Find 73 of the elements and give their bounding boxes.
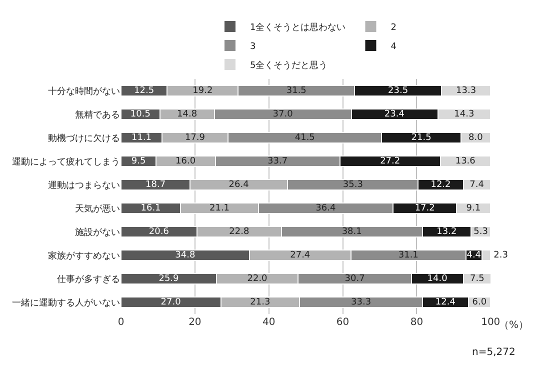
data-label: 25.9 [158,274,180,284]
data-label: 22.0 [247,274,268,284]
y-tick-label: 家族がすすめない [48,250,120,262]
y-tick-label: 仕事が多すぎる [57,274,120,285]
data-label: 27.2 [380,156,400,166]
data-label: 27.4 [290,250,310,260]
data-label: 19.2 [192,86,213,96]
data-label: 35.3 [342,180,363,190]
data-label: 34.8 [175,250,196,260]
data-label: 10.5 [130,109,150,120]
data-label: 13.3 [456,86,476,96]
x-tick-label: 0 [118,317,124,328]
data-label: 33.3 [351,297,372,308]
data-label: 4.4 [466,250,482,260]
legend-label: 2 [390,23,396,34]
data-label: 21.1 [209,203,230,214]
data-label: 6.0 [472,297,487,308]
x-axis-title: （%） [499,320,529,331]
data-label: 18.7 [146,180,166,190]
x-tick-label: 80 [410,317,424,328]
legend-label: 5全くそうだと思う [250,60,328,72]
data-label: 5.3 [474,226,488,237]
legend-label: 3 [250,42,256,52]
data-label: 16.1 [140,203,161,214]
data-label: 9.5 [131,156,146,166]
data-label: 31.5 [286,86,306,96]
data-label: 21.5 [411,132,432,143]
y-tick-label: 天気が悪い [75,203,120,214]
data-label: 31.1 [398,250,418,260]
text: n=5,272 [472,347,516,358]
y-tick-label: 運動はつまらない [48,180,120,191]
y-tick-label: 動機づけに欠ける [48,132,120,144]
data-label: 17.9 [184,132,206,143]
data-label: 14.8 [177,109,198,120]
y-tick-label: 十分な時間がない [48,86,120,97]
data-label: 30.7 [344,274,365,284]
data-label: 20.6 [148,226,170,237]
data-label: 22.8 [229,226,250,237]
data-label: 23.5 [388,86,408,96]
legend-label: 4 [390,42,397,52]
data-label: 12.4 [435,297,456,308]
y-tick-label: 無精である [75,109,120,120]
data-label: 38.1 [342,226,362,237]
data-label: 37.0 [272,109,294,120]
x-tick-label: 20 [188,317,202,328]
data-label: 23.4 [384,109,405,120]
x-tick-label: 40 [262,317,276,328]
data-label: 33.7 [268,156,288,166]
y-tick-label: 一緒に運動する人がいない [12,297,120,308]
data-label: 16.0 [176,156,196,166]
data-label: 27.0 [160,297,182,308]
data-label: 14.0 [427,274,448,284]
data-label: 17.2 [414,203,435,214]
y-tick-label: 運動によって疲れてしまう [12,156,120,168]
data-label: 41.5 [294,132,315,143]
data-label: 9.1 [466,203,481,214]
data-label: 13.2 [436,226,457,237]
data-label: 7.4 [470,180,484,190]
data-label: 26.4 [228,180,250,190]
data-label: 11.1 [131,132,152,143]
x-tick-label: 60 [336,317,350,328]
data-label: 14.3 [454,109,474,120]
data-label: 12.5 [134,86,154,96]
legend-label: 1全くそうとは思わない [250,22,346,34]
data-label: 12.2 [430,180,451,190]
data-label: 8.0 [468,132,484,143]
x-tick-label: 100 [481,317,500,328]
data-label: 13.6 [455,156,476,166]
data-label: 2.3 [494,250,508,260]
data-label: 36.4 [316,203,336,214]
data-label: 7.5 [470,274,484,284]
data-label: 21.3 [250,297,270,308]
y-tick-label: 施設がない [75,226,120,238]
